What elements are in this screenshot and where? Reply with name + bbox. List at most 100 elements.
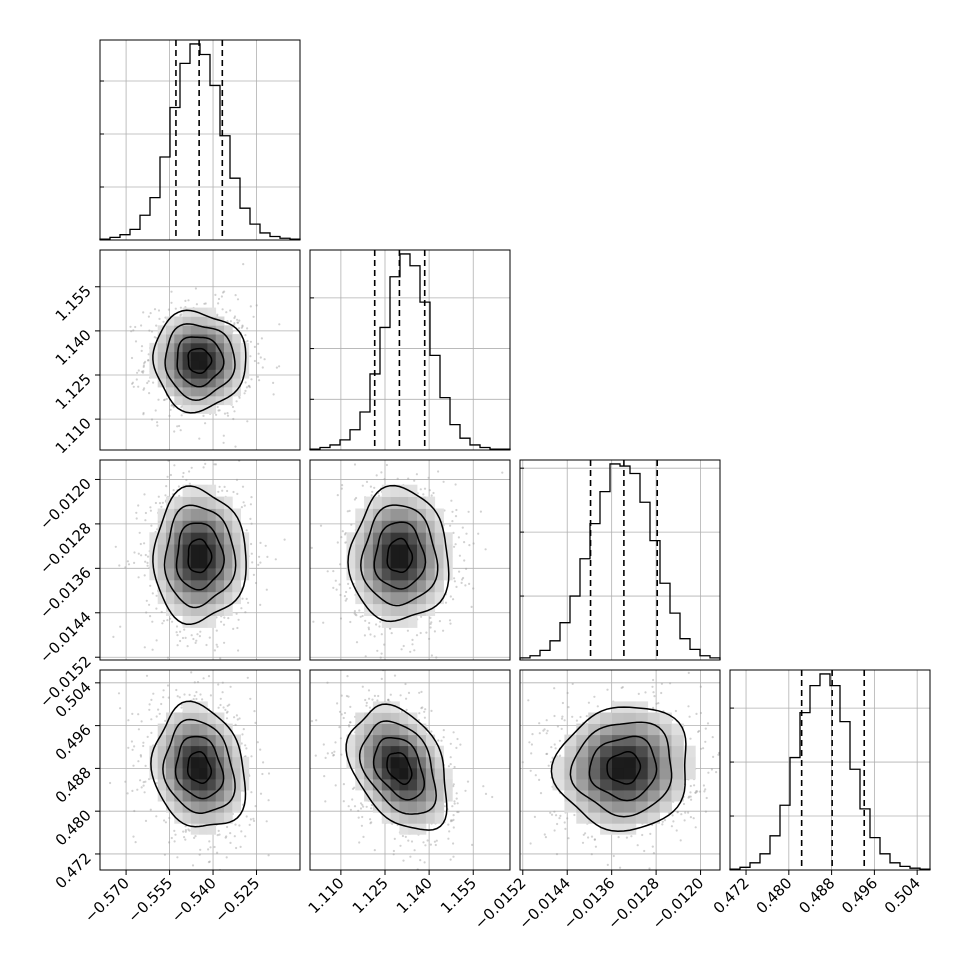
sample-point [163, 689, 165, 691]
sample-point [324, 800, 326, 802]
sample-point [418, 712, 420, 714]
density-cell [426, 568, 435, 580]
sample-point [406, 709, 408, 711]
sample-point [442, 630, 444, 632]
sample-point [259, 749, 261, 751]
sample-point [241, 733, 243, 735]
sample-point [229, 309, 231, 311]
sample-point [208, 664, 210, 666]
sample-point [227, 415, 229, 417]
sample-point [226, 412, 228, 414]
sample-point [201, 698, 203, 700]
density-cell [183, 790, 192, 802]
sample-point [183, 836, 185, 838]
sample-point [393, 853, 395, 855]
density-cell [355, 556, 364, 568]
sample-point [214, 846, 216, 848]
sample-point [140, 755, 142, 757]
sample-point [131, 790, 133, 792]
density-cell [417, 580, 426, 592]
sample-point [223, 442, 225, 444]
sample-point [268, 772, 270, 774]
sample-point [168, 697, 170, 699]
sample-point [358, 609, 360, 611]
sample-point [182, 831, 184, 833]
sample-point [157, 709, 159, 711]
sample-point [416, 473, 418, 475]
sample-point [428, 638, 430, 640]
sample-point [348, 805, 350, 807]
sample-point [247, 677, 249, 679]
sample-point [458, 536, 460, 538]
sample-point [183, 693, 185, 695]
sample-point [405, 836, 407, 838]
sample-point [255, 805, 257, 807]
sample-point [384, 478, 386, 480]
sample-point [249, 518, 251, 520]
sample-point [135, 841, 137, 843]
sample-point [436, 840, 438, 842]
sample-point [151, 330, 153, 332]
sample-point [437, 739, 439, 741]
sample-point [465, 568, 467, 570]
sample-point [249, 355, 251, 357]
sample-point [182, 472, 184, 474]
density-cell [191, 823, 200, 835]
sample-point [250, 341, 252, 343]
sample-point [133, 810, 135, 812]
sample-point [132, 836, 134, 838]
sample-point [485, 793, 487, 795]
sample-point [411, 840, 413, 842]
sample-point [249, 824, 251, 826]
sample-point [146, 600, 148, 602]
sample-point [155, 815, 157, 817]
sample-point [185, 479, 187, 481]
sample-point [244, 392, 246, 394]
sample-point [222, 308, 224, 310]
sample-point [148, 604, 150, 606]
density-cell [224, 544, 233, 556]
sample-point [259, 604, 261, 606]
sample-point [451, 520, 453, 522]
sample-point [371, 494, 373, 496]
sample-point [361, 825, 363, 827]
density-cell [183, 556, 192, 568]
sample-point [429, 617, 431, 619]
sample-point [336, 589, 338, 591]
sample-point [252, 818, 254, 820]
sample-point [448, 765, 450, 767]
sample-point [431, 654, 433, 656]
sample-point [434, 630, 436, 632]
sample-point [217, 302, 219, 304]
sample-point [244, 835, 246, 837]
density-cell [417, 604, 426, 616]
sample-point [366, 481, 368, 483]
density-cell [417, 592, 426, 604]
sample-point [247, 602, 249, 604]
sample-point [236, 479, 238, 481]
sample-point [451, 805, 453, 807]
sample-point [257, 564, 259, 566]
density-cell [199, 790, 208, 802]
sample-point [156, 639, 158, 641]
sample-point [254, 360, 256, 362]
sample-point [158, 318, 160, 320]
sample-point [161, 611, 163, 613]
sample-point [192, 638, 194, 640]
sample-point [237, 649, 239, 651]
sample-point [139, 779, 141, 781]
sample-point [224, 486, 226, 488]
sample-point [449, 525, 451, 527]
density-cell [158, 532, 167, 544]
density-cell [199, 387, 208, 396]
density-cell [158, 735, 167, 747]
sample-point [156, 595, 158, 597]
sample-point [216, 644, 218, 646]
sample-point [251, 523, 253, 525]
sample-point [464, 790, 466, 792]
sample-point [253, 574, 255, 576]
sample-point [374, 635, 376, 637]
sample-point [218, 707, 220, 709]
sample-point [238, 320, 240, 322]
sample-point [445, 602, 447, 604]
